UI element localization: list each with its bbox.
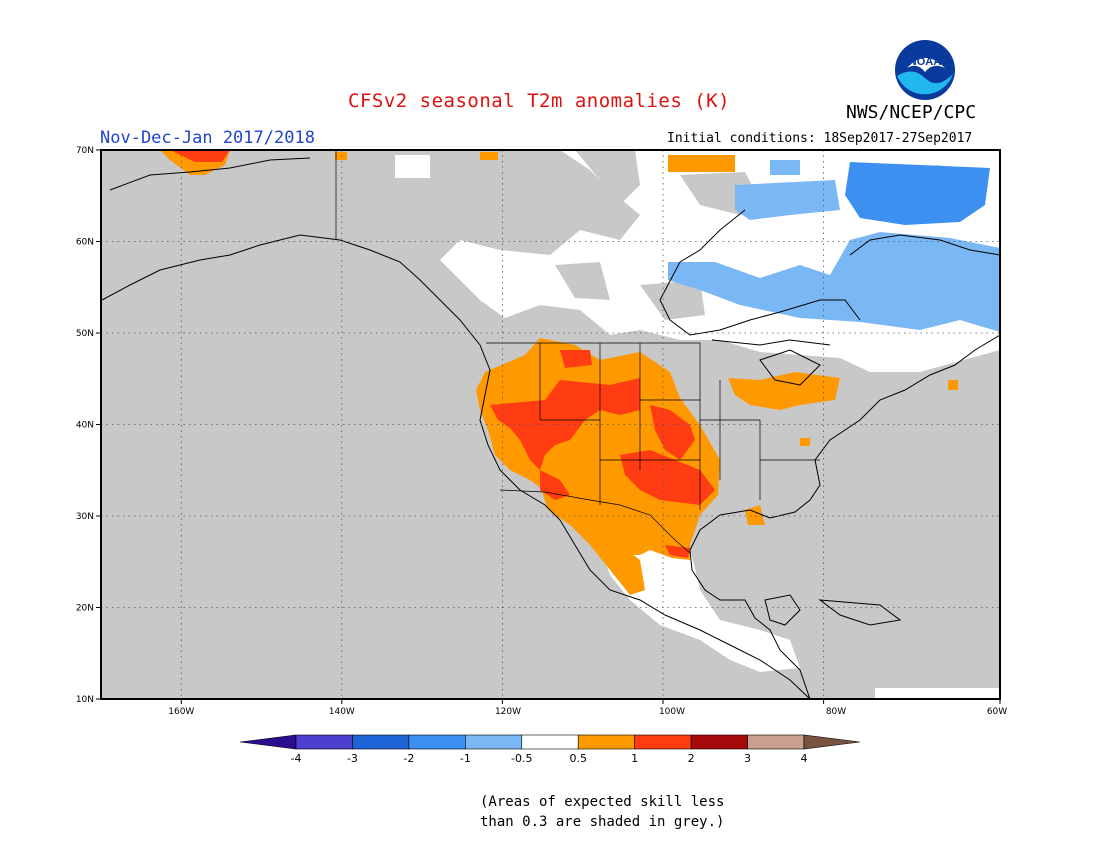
skill-note: (Areas of expected skill less than 0.3 a… (480, 792, 724, 832)
colorbar-label: -4 (291, 752, 302, 765)
colorbar-label: 3 (744, 752, 751, 765)
lon-label-120w: 120W (495, 707, 521, 717)
colorbar-arrow-low (239, 734, 297, 750)
lat-labels: 70N 60N 50N 40N 30N 20N 10N (76, 146, 94, 705)
chart-title: CFSv2 seasonal T2m anomalies (K) (348, 90, 731, 112)
noaa-logo: NOAA (893, 38, 957, 102)
colorbar-label: -3 (347, 752, 358, 765)
lat-label-30n: 30N (76, 512, 94, 522)
colorbar-swatch (577, 734, 635, 750)
lat-ticks (96, 149, 101, 700)
lat-label-50n: 50N (76, 329, 94, 339)
graticule (101, 150, 1000, 699)
lon-label-60w: 60W (987, 707, 1007, 717)
colorbar-label: 1 (631, 752, 638, 765)
colorbar-swatch (521, 734, 579, 750)
agency-label: NWS/NCEP/CPC (846, 102, 977, 123)
coastlines (101, 157, 1000, 699)
colorbar: -4 -3 -2 -1 -0.5 0.5 1 2 3 4 (239, 734, 861, 765)
lat-label-10n: 10N (76, 695, 94, 705)
colorbar-swatch (747, 734, 805, 750)
colorbar-swatch (408, 734, 466, 750)
lat-label-60n: 60N (76, 238, 94, 248)
lon-label-140w: 140W (329, 707, 355, 717)
lat-label-70n: 70N (76, 146, 94, 156)
lat-label-20n: 20N (76, 604, 94, 614)
colorbar-arrow-high (803, 734, 861, 750)
logo-text: NOAA (909, 56, 941, 68)
lon-label-100w: 100W (659, 707, 685, 717)
lon-labels: 160W 140W 120W 100W 80W 60W (168, 707, 1007, 717)
skill-note-line-2: than 0.3 are shaded in grey.) (480, 814, 725, 830)
colorbar-label: 2 (688, 752, 695, 765)
colorbar-label: 0.5 (569, 752, 587, 765)
colorbar-label: -0.5 (511, 752, 532, 765)
colorbar-label: 4 (801, 752, 808, 765)
political-borders (335, 150, 820, 554)
colorbar-swatch (295, 734, 353, 750)
colorbar-label: -2 (403, 752, 414, 765)
below-normal-regions (668, 160, 1000, 332)
lon-ticks (180, 699, 1001, 704)
forecast-period: Nov-Dec-Jan 2017/2018 (100, 128, 315, 148)
colorbar-swatch (690, 734, 748, 750)
lat-label-40n: 40N (76, 421, 94, 431)
colorbar-swatch (634, 734, 692, 750)
much-above-normal-regions (170, 150, 715, 558)
skill-note-line-1: (Areas of expected skill less (480, 794, 725, 810)
colorbar-label: -1 (460, 752, 471, 765)
above-normal-regions (160, 150, 958, 595)
lon-label-160w: 160W (168, 707, 194, 717)
lon-label-80w: 80W (826, 707, 846, 717)
initial-conditions: Initial conditions: 18Sep2017-27Sep2017 (667, 131, 973, 146)
colorbar-swatch (465, 734, 523, 750)
colorbar-swatch (352, 734, 410, 750)
